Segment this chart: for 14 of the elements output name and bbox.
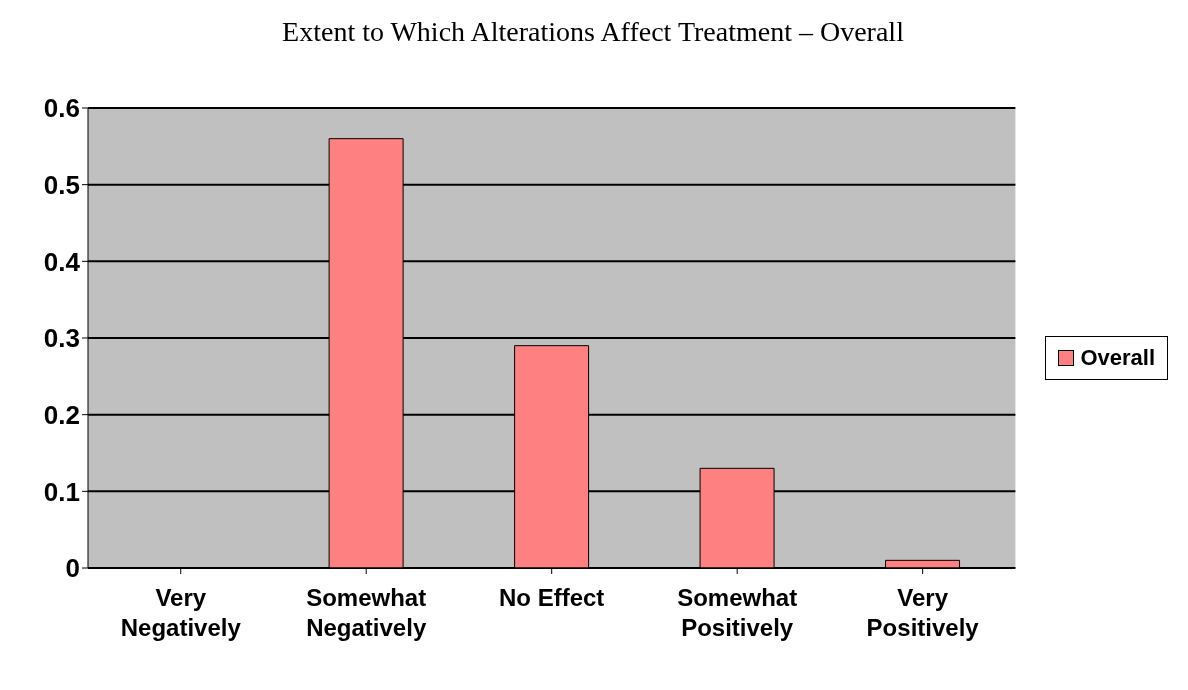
legend-label: Overall <box>1079 345 1155 371</box>
chart-title: Extent to Which Alterations Affect Treatment – Overall <box>281 15 905 48</box>
y-tick-label: 0.6 <box>43 93 80 124</box>
x-tick-label: Somewhat Positively <box>677 584 798 641</box>
y-tick-label: 0.4 <box>43 246 81 277</box>
y-tick-label: 0.2 <box>43 399 80 430</box>
y-tick-label: 0.1 <box>43 476 80 507</box>
x-tick-label: No Effect <box>499 584 605 611</box>
x-tick-label: Very Positively <box>866 584 980 641</box>
y-tick-label: 0 <box>65 553 80 584</box>
x-tick-label: Somewhat Negatively <box>306 584 427 641</box>
x-tick-label: Very Negatively <box>120 584 242 641</box>
y-tick-label: 0.3 <box>43 323 80 354</box>
y-tick-label: 0.5 <box>43 169 80 200</box>
